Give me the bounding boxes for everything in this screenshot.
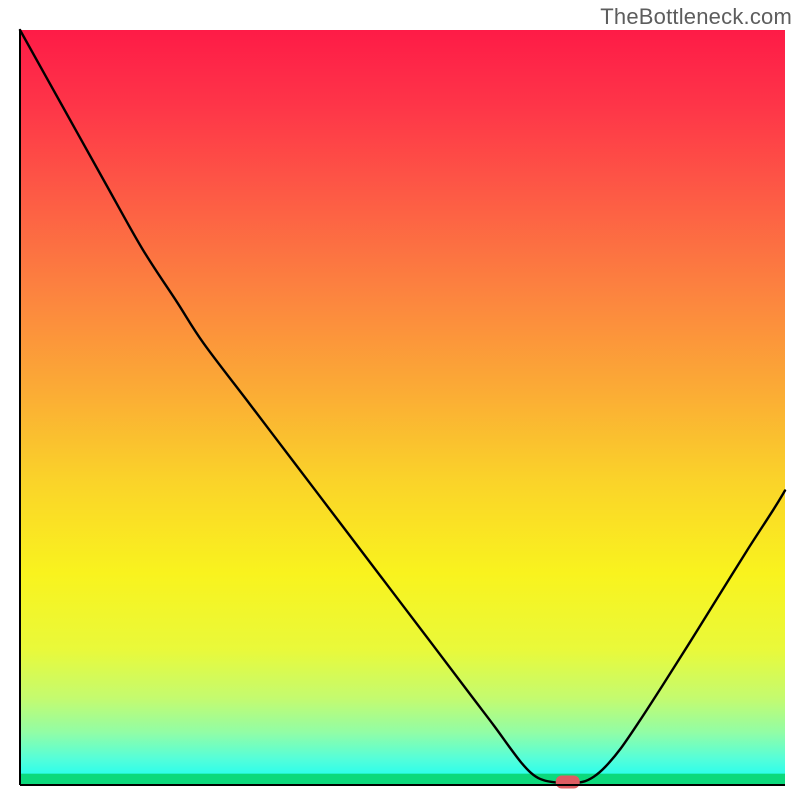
chart-container: TheBottleneck.com <box>0 0 800 800</box>
baseline-band <box>20 774 785 785</box>
optimal-marker <box>556 775 580 788</box>
bottleneck-chart <box>0 0 800 800</box>
